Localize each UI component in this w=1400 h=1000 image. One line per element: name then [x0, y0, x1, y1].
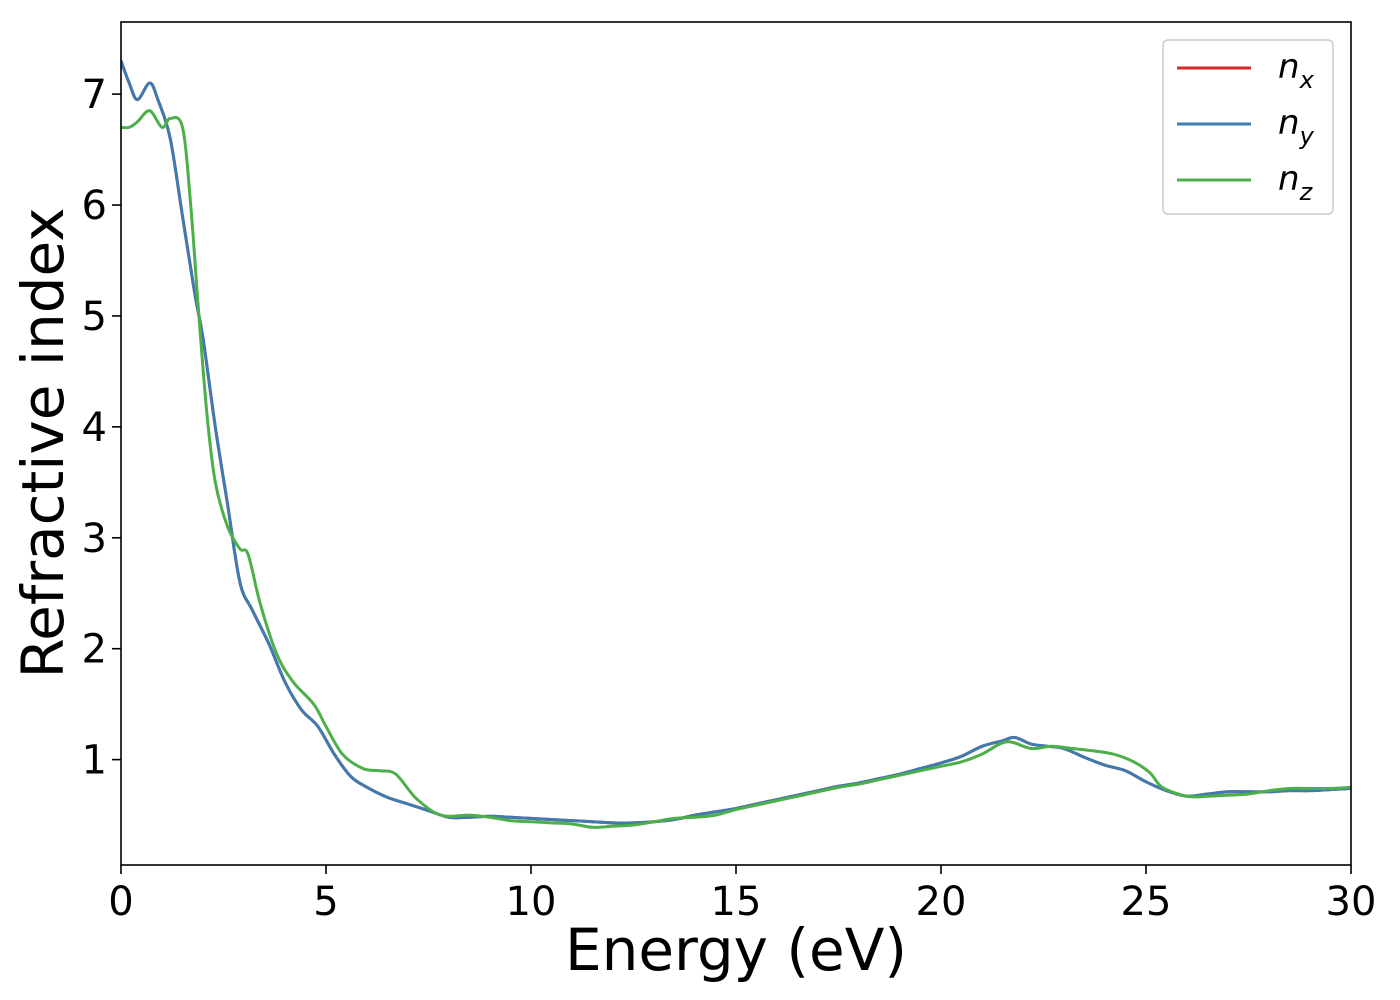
- legend: nx ny nz: [1162, 39, 1334, 215]
- y-axis: 1 2 3 4 5 6 7: [82, 72, 121, 784]
- y-tick-label: 1: [82, 738, 107, 784]
- y-axis-label: Refractive index: [9, 207, 77, 678]
- y-tick-label: 4: [82, 405, 107, 451]
- x-tick-label: 20: [916, 879, 967, 925]
- x-tick-label: 5: [313, 879, 338, 925]
- series-line-n-z: [121, 109, 1351, 829]
- legend-label-n-y: ny: [1278, 103, 1315, 150]
- legend-label-n-x: nx: [1278, 47, 1315, 94]
- x-tick-label: 30: [1326, 879, 1377, 925]
- x-axis: 0 5 10 15 20 25 30: [108, 865, 1376, 925]
- series-layer: [121, 59, 1351, 829]
- x-tick-label: 0: [108, 879, 133, 925]
- y-tick-label: 6: [82, 183, 107, 229]
- y-tick-label: 7: [82, 72, 107, 118]
- x-tick-label: 25: [1121, 879, 1172, 925]
- legend-label-n-z: nz: [1278, 159, 1314, 206]
- legend-box: [1162, 39, 1334, 215]
- y-tick-label: 2: [82, 627, 107, 673]
- y-tick-label: 5: [82, 294, 107, 340]
- x-tick-label: 15: [711, 879, 762, 925]
- x-tick-label: 10: [506, 879, 557, 925]
- y-tick-label: 3: [82, 516, 107, 562]
- x-axis-label: Energy (eV): [565, 916, 907, 984]
